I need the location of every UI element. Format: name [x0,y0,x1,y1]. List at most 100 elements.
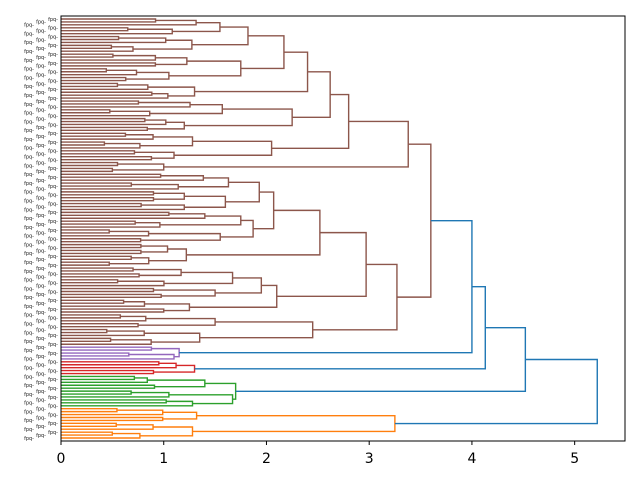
leaf-label: fpq- [36,354,46,360]
leaf-label: fpq- [48,245,58,251]
dendrogram-link [61,416,164,422]
dendrogram-link [61,352,130,357]
leaf-label: fpq- [48,166,58,172]
dendrogram-link [61,54,157,61]
dendrogram-link [144,332,201,343]
dendrogram-link [61,323,139,328]
dendrogram-link [61,91,153,96]
dendrogram-link [134,151,175,159]
leaf-label: fpq- [48,131,58,137]
leaf-label: fpq- [36,196,46,202]
dendrogram-link [396,143,432,298]
leaf-label: fpq- [36,433,46,439]
leaf-label: fpq- [24,365,34,371]
dendrogram-link [132,39,193,50]
dendrogram-link [61,110,151,117]
leaf-label: fpq- [48,105,58,111]
leaf-label: fpq- [24,286,34,292]
leaf-label: fpq- [24,348,34,354]
leaf-label: fpq- [24,260,34,266]
leaf-label: fpq- [24,102,34,108]
leaf-label: fpq- [24,67,34,73]
dendrogram-link [149,104,223,115]
leaf-label: fpq- [24,93,34,99]
leaf-label: fpq- [36,37,46,43]
leaf-label: fpq- [36,64,46,70]
leaf-label: fpq- [36,398,46,404]
dendrogram-link [61,243,142,249]
dendrogram-link [61,400,194,407]
leaf-label: fpq- [48,316,58,322]
leaf-label: fpq- [36,292,46,298]
dendrogram-link [147,86,196,97]
leaf-label: fpq- [24,128,34,134]
dendrogram-link [61,221,161,228]
leaf-label: fpq- [24,119,34,125]
dendrogram-link [168,394,234,405]
dendrogram-link [61,280,165,287]
leaf-label: fpq- [48,298,58,304]
leaf-label: fpq- [36,108,46,114]
leaf-label: fpq- [36,134,46,140]
dendrogram-links [61,18,598,439]
leaf-label: fpq- [24,357,34,363]
leaf-label: fpq- [36,143,46,149]
leaf-label: fpq- [48,404,58,410]
dendrogram-link [394,358,598,425]
dendrogram-link [139,426,194,437]
leaf-label: fpq- [36,424,46,430]
dendrogram-link [61,361,160,366]
dendrogram-link [194,51,309,93]
leaf-label: fpq- [48,430,58,436]
leaf-label: fpq- [24,313,34,319]
leaf-label: fpq- [36,336,46,342]
dendrogram-link [220,219,254,238]
leaf-label: fpq- [48,254,58,260]
dendrogram-link [61,204,185,211]
dendrogram-link [148,248,188,262]
leaf-label: fpq- [24,339,34,345]
dendrogram-link [61,267,134,272]
leaf-label: fpq- [48,175,58,181]
dendrogram-link [61,230,150,237]
dendrogram-link [61,432,141,439]
leaf-label: fpq- [48,228,58,234]
dendrogram-link [61,84,149,91]
dendrogram-link [61,390,132,395]
dendrogram-link [61,407,118,413]
dendrogram-link [61,238,142,243]
dendrogram-link [61,69,138,76]
dendrogram-link [61,191,155,196]
dendrogram-link [199,321,314,339]
dendrogram-link [204,382,237,400]
leaf-label: fpq- [36,160,46,166]
leaf-label: fpq- [24,330,34,336]
leaf-label: fpq- [48,324,58,330]
leaf-label: fpq- [36,389,46,395]
leaf-label: fpq- [48,307,58,313]
leaf-label: fpq- [24,234,34,240]
dendrogram-link [153,289,216,297]
dendrogram-link [61,132,127,137]
x-tick-label: 4 [467,451,476,467]
dendrogram-link [159,215,242,226]
dendrogram-link [61,369,155,375]
leaf-label: fpq- [24,409,34,415]
dendrogram-link [61,220,136,225]
leaf-label: fpq- [36,29,46,35]
dendrogram-link [186,209,321,256]
leaf-label: fpq- [36,204,46,210]
dendrogram-link [61,173,162,178]
dendrogram-link [139,136,194,147]
dendrogram-link [61,175,205,181]
dendrogram-link [61,261,110,266]
dendrogram-link [61,211,170,217]
leaf-label: fpq- [24,75,34,81]
dendrogram-link [61,249,142,255]
dendrogram-link [61,377,148,384]
leaf-label: fpq- [48,368,58,374]
dendrogram-link [61,53,114,58]
leaf-label: fpq- [48,263,58,269]
dendrogram-link [61,182,133,187]
